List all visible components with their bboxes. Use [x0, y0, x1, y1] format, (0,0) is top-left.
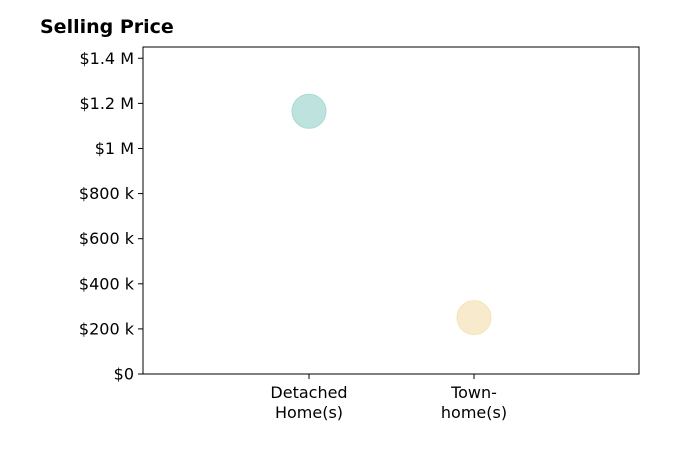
- x-axis: Detached Home(s) Town-home(s): [270, 374, 507, 422]
- data-point: [456, 300, 492, 336]
- y-tick-label: $1 M: [95, 139, 134, 158]
- y-tick-label: $800 k: [79, 184, 135, 203]
- y-tick-label: $400 k: [79, 274, 135, 293]
- y-axis: $0 $200 k $400 k $600 k $800 k $1 M $1.2 M $1.4…: [79, 49, 143, 384]
- data-point: [291, 93, 327, 129]
- y-tick-label: $200 k: [79, 319, 135, 338]
- chart-title: Selling Price: [40, 16, 174, 38]
- data-points: [291, 93, 492, 336]
- x-tick-label: Town-home(s): [441, 383, 507, 422]
- y-tick-label: $0: [114, 365, 134, 384]
- plot-frame: [142, 46, 640, 375]
- y-tick-label: $1.4 M: [79, 49, 134, 68]
- x-tick-label: Detached Home(s): [270, 383, 347, 422]
- y-tick-label: $600 k: [79, 229, 135, 248]
- y-tick-label: $1.2 M: [79, 94, 134, 113]
